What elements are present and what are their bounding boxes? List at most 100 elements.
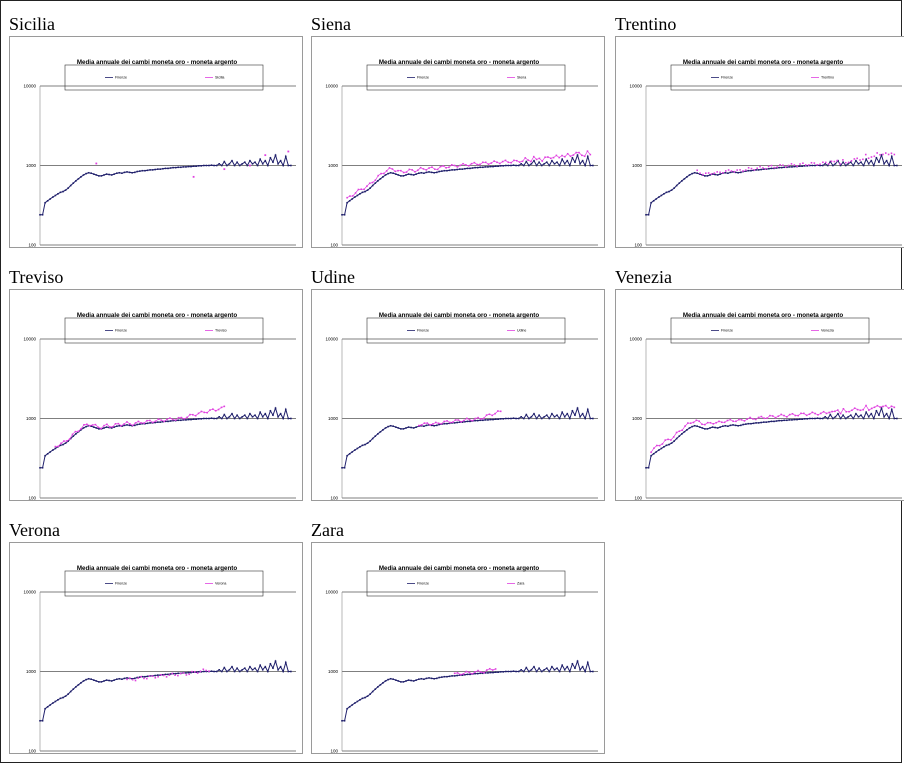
point-firenze bbox=[361, 444, 364, 447]
point-firenze bbox=[517, 417, 520, 420]
point-region bbox=[736, 169, 738, 171]
point-firenze bbox=[190, 418, 192, 421]
point-firenze bbox=[190, 165, 192, 168]
point-firenze bbox=[172, 166, 174, 169]
point-firenze bbox=[517, 670, 520, 673]
point-firenze bbox=[668, 443, 670, 446]
point-firenze bbox=[392, 172, 394, 175]
point-firenze bbox=[727, 172, 729, 175]
point-firenze bbox=[261, 416, 264, 418]
point-firenze bbox=[520, 416, 522, 418]
point-firenze bbox=[59, 191, 62, 194]
point-firenze bbox=[553, 416, 556, 418]
point-firenze bbox=[757, 169, 760, 171]
point-firenze bbox=[154, 168, 156, 171]
point-firenze bbox=[505, 417, 507, 420]
panel-treviso: Treviso Media annuale dei cambi moneta o… bbox=[9, 267, 304, 501]
point-firenze bbox=[110, 174, 113, 176]
point-firenze bbox=[384, 680, 387, 682]
point-firenze bbox=[556, 414, 558, 417]
point-region bbox=[822, 161, 824, 164]
point-region bbox=[185, 674, 188, 676]
point-firenze bbox=[100, 681, 103, 683]
point-region bbox=[196, 672, 199, 674]
point-firenze bbox=[875, 409, 878, 412]
point-firenze bbox=[515, 670, 517, 673]
point-region bbox=[759, 165, 761, 168]
panel-verona: Verona Media annuale dei cambi moneta or… bbox=[9, 520, 304, 754]
point-firenze bbox=[110, 680, 113, 682]
point-firenze bbox=[724, 424, 727, 427]
point-firenze bbox=[105, 426, 108, 428]
point-region bbox=[870, 156, 873, 158]
point-firenze bbox=[267, 670, 269, 673]
point-firenze bbox=[141, 422, 144, 425]
point-firenze bbox=[497, 671, 499, 673]
point-firenze bbox=[734, 171, 737, 174]
point-firenze bbox=[793, 418, 796, 421]
point-firenze bbox=[706, 428, 709, 430]
point-firenze bbox=[233, 164, 236, 167]
point-firenze bbox=[770, 167, 773, 170]
point-firenze bbox=[261, 669, 264, 671]
point-firenze bbox=[113, 173, 116, 175]
point-firenze bbox=[842, 161, 844, 164]
point-firenze bbox=[499, 671, 502, 673]
point-firenze bbox=[775, 167, 778, 169]
point-firenze bbox=[873, 164, 875, 167]
point-firenze bbox=[844, 164, 847, 167]
point-firenze bbox=[847, 163, 850, 165]
chart-svg: Media annuale dei cambi moneta oro - mon… bbox=[23, 312, 296, 501]
point-firenze bbox=[581, 412, 584, 415]
point-firenze bbox=[499, 165, 502, 167]
point-firenze bbox=[693, 424, 696, 427]
point-firenze bbox=[200, 418, 203, 420]
point-region bbox=[739, 169, 741, 171]
y-tick-label: 10000 bbox=[325, 590, 338, 595]
point-firenze bbox=[566, 412, 569, 415]
point-region bbox=[719, 171, 721, 174]
point-region bbox=[793, 164, 796, 166]
chart-svg: Media annuale dei cambi moneta oro - mon… bbox=[629, 59, 902, 248]
point-firenze bbox=[172, 672, 174, 675]
legend-label: Zara bbox=[517, 582, 524, 586]
point-region bbox=[799, 163, 801, 165]
point-firenze bbox=[520, 669, 522, 671]
point-region bbox=[499, 410, 502, 413]
point-firenze bbox=[489, 165, 492, 168]
point-firenze bbox=[867, 163, 870, 165]
point-firenze bbox=[359, 193, 361, 195]
y-tick-label: 100 bbox=[28, 749, 36, 754]
point-firenze bbox=[522, 417, 525, 420]
point-firenze bbox=[474, 166, 476, 169]
point-firenze bbox=[451, 169, 453, 171]
point-firenze bbox=[466, 673, 469, 676]
panel-siena: Siena Media annuale dei cambi moneta oro… bbox=[311, 14, 606, 248]
chart-area: Media annuale dei cambi moneta oro - mon… bbox=[311, 289, 605, 501]
point-firenze bbox=[696, 172, 698, 175]
point-firenze bbox=[410, 426, 412, 429]
region-label: Trentino bbox=[615, 14, 677, 34]
point-firenze bbox=[698, 173, 701, 175]
point-firenze bbox=[791, 419, 793, 421]
point-firenze bbox=[351, 198, 354, 200]
point-firenze bbox=[371, 690, 374, 693]
chart-area: Media annuale dei cambi moneta oro - mon… bbox=[615, 289, 904, 501]
point-firenze bbox=[438, 423, 441, 426]
point-firenze bbox=[893, 164, 896, 167]
point-firenze bbox=[428, 424, 430, 426]
point-region bbox=[753, 169, 756, 171]
point-firenze bbox=[346, 454, 348, 457]
point-firenze bbox=[231, 159, 233, 162]
point-region bbox=[134, 679, 137, 682]
point-firenze bbox=[852, 164, 855, 167]
point-firenze bbox=[361, 697, 364, 700]
point-firenze bbox=[512, 164, 515, 166]
point-firenze bbox=[479, 419, 482, 422]
point-firenze bbox=[44, 454, 46, 457]
point-region bbox=[876, 152, 878, 154]
point-firenze bbox=[832, 164, 834, 167]
point-firenze bbox=[405, 427, 407, 429]
point-region bbox=[157, 675, 159, 678]
point-firenze bbox=[226, 164, 228, 167]
